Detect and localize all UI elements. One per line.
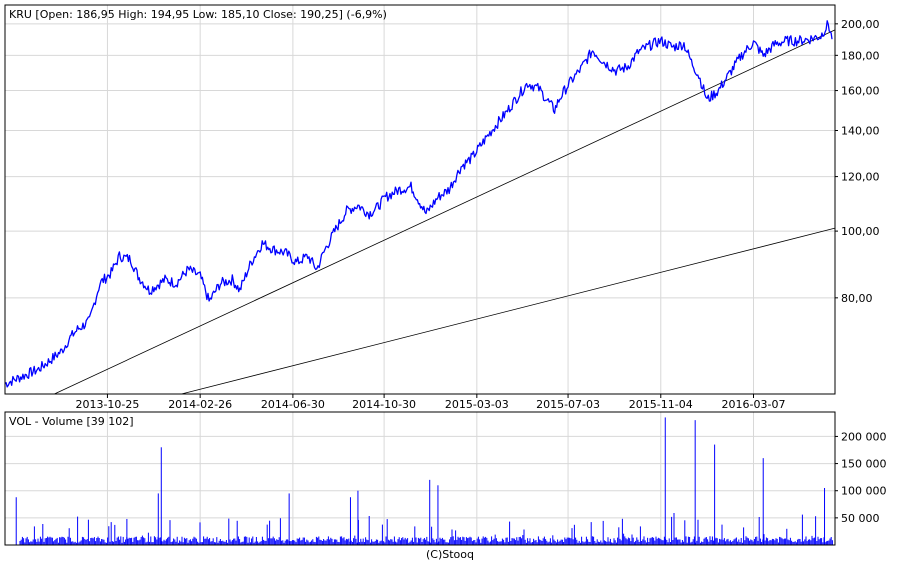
price-x-tick-label: 2015-11-04 bbox=[629, 398, 693, 411]
price-grid bbox=[5, 5, 835, 394]
price-panel-header: KRU [Open: 186,95 High: 194,95 Low: 185,… bbox=[9, 8, 387, 21]
price-y-axis: 80,00 100,00 120,00 140,00 160,00 180,00 200,0… bbox=[835, 18, 880, 305]
footer-credit: (C)Stooq bbox=[426, 548, 474, 561]
price-y-tick-label: 180,00 bbox=[841, 49, 880, 62]
price-y-tick-label: 120,00 bbox=[841, 171, 880, 184]
price-x-tick-label: 2014-02-26 bbox=[168, 398, 232, 411]
price-x-tick-label: 2014-10-30 bbox=[352, 398, 416, 411]
volume-panel-frame bbox=[4, 411, 836, 546]
price-y-tick-label: 140,00 bbox=[841, 124, 880, 137]
price-x-tick-label: 2016-03-07 bbox=[722, 398, 786, 411]
price-x-tick-label: 2015-03-03 bbox=[445, 398, 509, 411]
volume-panel-header: VOL - Volume [39 102] bbox=[9, 415, 134, 428]
price-series-line bbox=[4, 20, 833, 388]
volume-y-tick-label: 100 000 bbox=[841, 485, 887, 498]
trendline bbox=[181, 227, 836, 395]
volume-y-axis: 50 000 100 000 150 000 200 000 bbox=[835, 430, 887, 525]
price-panel-frame bbox=[4, 4, 836, 395]
volume-y-tick-label: 150 000 bbox=[841, 458, 887, 471]
price-y-tick-label: 80,00 bbox=[841, 292, 873, 305]
price-x-tick-label: 2013-10-25 bbox=[75, 398, 139, 411]
price-y-tick-label: 160,00 bbox=[841, 85, 880, 98]
price-y-tick-label: 100,00 bbox=[841, 225, 880, 238]
price-y-tick-label: 200,00 bbox=[841, 18, 880, 31]
price-x-tick-label: 2014-06-30 bbox=[261, 398, 325, 411]
price-x-axis: 2013-10-25 2014-02-26 2014-06-30 2014-10-30… bbox=[75, 394, 785, 411]
volume-y-tick-label: 200 000 bbox=[841, 430, 887, 443]
volume-y-tick-label: 50 000 bbox=[841, 512, 880, 525]
volume-bars bbox=[15, 417, 833, 545]
price-x-tick-label: 2015-07-03 bbox=[536, 398, 600, 411]
